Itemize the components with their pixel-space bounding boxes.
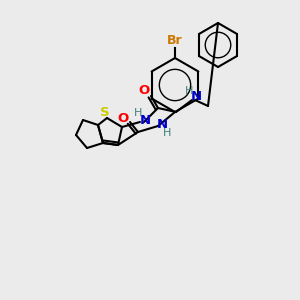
Text: Br: Br [167,34,183,46]
Text: N: N [140,115,151,128]
Text: H: H [163,128,171,138]
Text: N: N [190,91,202,103]
Text: H: H [134,108,142,118]
Text: N: N [156,118,168,131]
Text: S: S [100,106,110,118]
Text: O: O [117,112,129,124]
Text: O: O [138,85,150,98]
Text: H: H [185,86,193,96]
